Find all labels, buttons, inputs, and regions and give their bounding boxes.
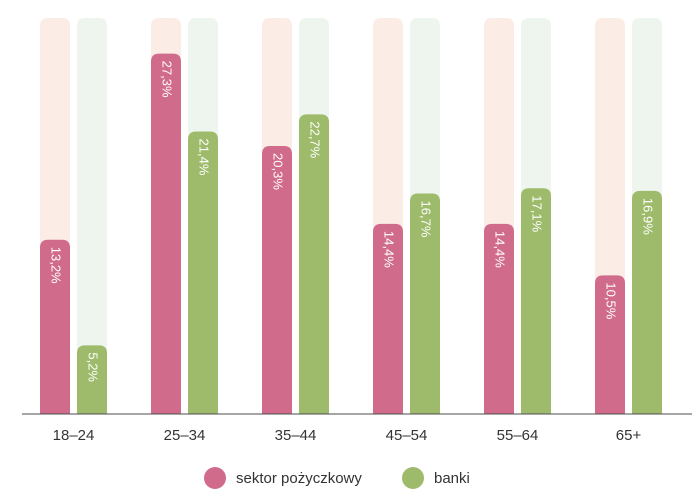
x-tick-label: 25–34 <box>164 427 206 444</box>
data-label: 16,7% <box>419 201 434 238</box>
bar-sektor-3 <box>373 223 403 414</box>
x-tick-label: 18–24 <box>53 427 95 444</box>
x-tick-label: 55–64 <box>497 427 539 444</box>
bar-sektor-5 <box>595 275 625 414</box>
data-label: 14,4% <box>493 231 508 268</box>
bar-banki-4 <box>521 188 551 414</box>
data-label: 13,2% <box>49 247 64 284</box>
x-tick-label: 65+ <box>616 427 642 444</box>
category-labels: 18–24 25–34 35–44 45–54 55–64 65+ <box>53 427 642 444</box>
data-label: 16,9% <box>641 198 656 235</box>
bar-tracks <box>40 18 662 414</box>
data-label: 14,4% <box>382 231 397 268</box>
legend: sektor pożyczkowy banki <box>204 467 470 489</box>
bar-banki-1 <box>188 131 218 414</box>
legend-swatch <box>204 467 226 489</box>
data-label: 10,5% <box>604 282 619 319</box>
legend-label: sektor pożyczkowy <box>236 470 362 487</box>
data-label: 27,3% <box>160 61 175 98</box>
bar-banki-2 <box>299 114 329 415</box>
data-label: 20,3% <box>271 153 286 190</box>
data-label: 17,1% <box>530 195 545 232</box>
x-tick-label: 35–44 <box>275 427 317 444</box>
bar-sektor-2 <box>262 146 292 415</box>
legend-swatch <box>402 467 424 489</box>
bar-banki-5 <box>632 190 662 414</box>
bar-sektor-4 <box>484 223 514 414</box>
legend-label: banki <box>434 470 470 487</box>
bar-banki-3 <box>410 193 440 414</box>
x-tick-label: 45–54 <box>386 427 428 444</box>
bar-track <box>77 18 107 414</box>
bar-banki-0 <box>77 345 107 414</box>
data-label: 22,7% <box>308 121 323 158</box>
bar-sektor-0 <box>40 239 70 414</box>
data-label: 5,2% <box>86 352 101 382</box>
data-label: 21,4% <box>197 139 212 176</box>
bars: 13,2% 5,2% 27,3% 21,4% 20,3% 22,7% 14,4% 16,7% 1… <box>40 53 662 415</box>
bar-sektor-1 <box>151 53 181 414</box>
